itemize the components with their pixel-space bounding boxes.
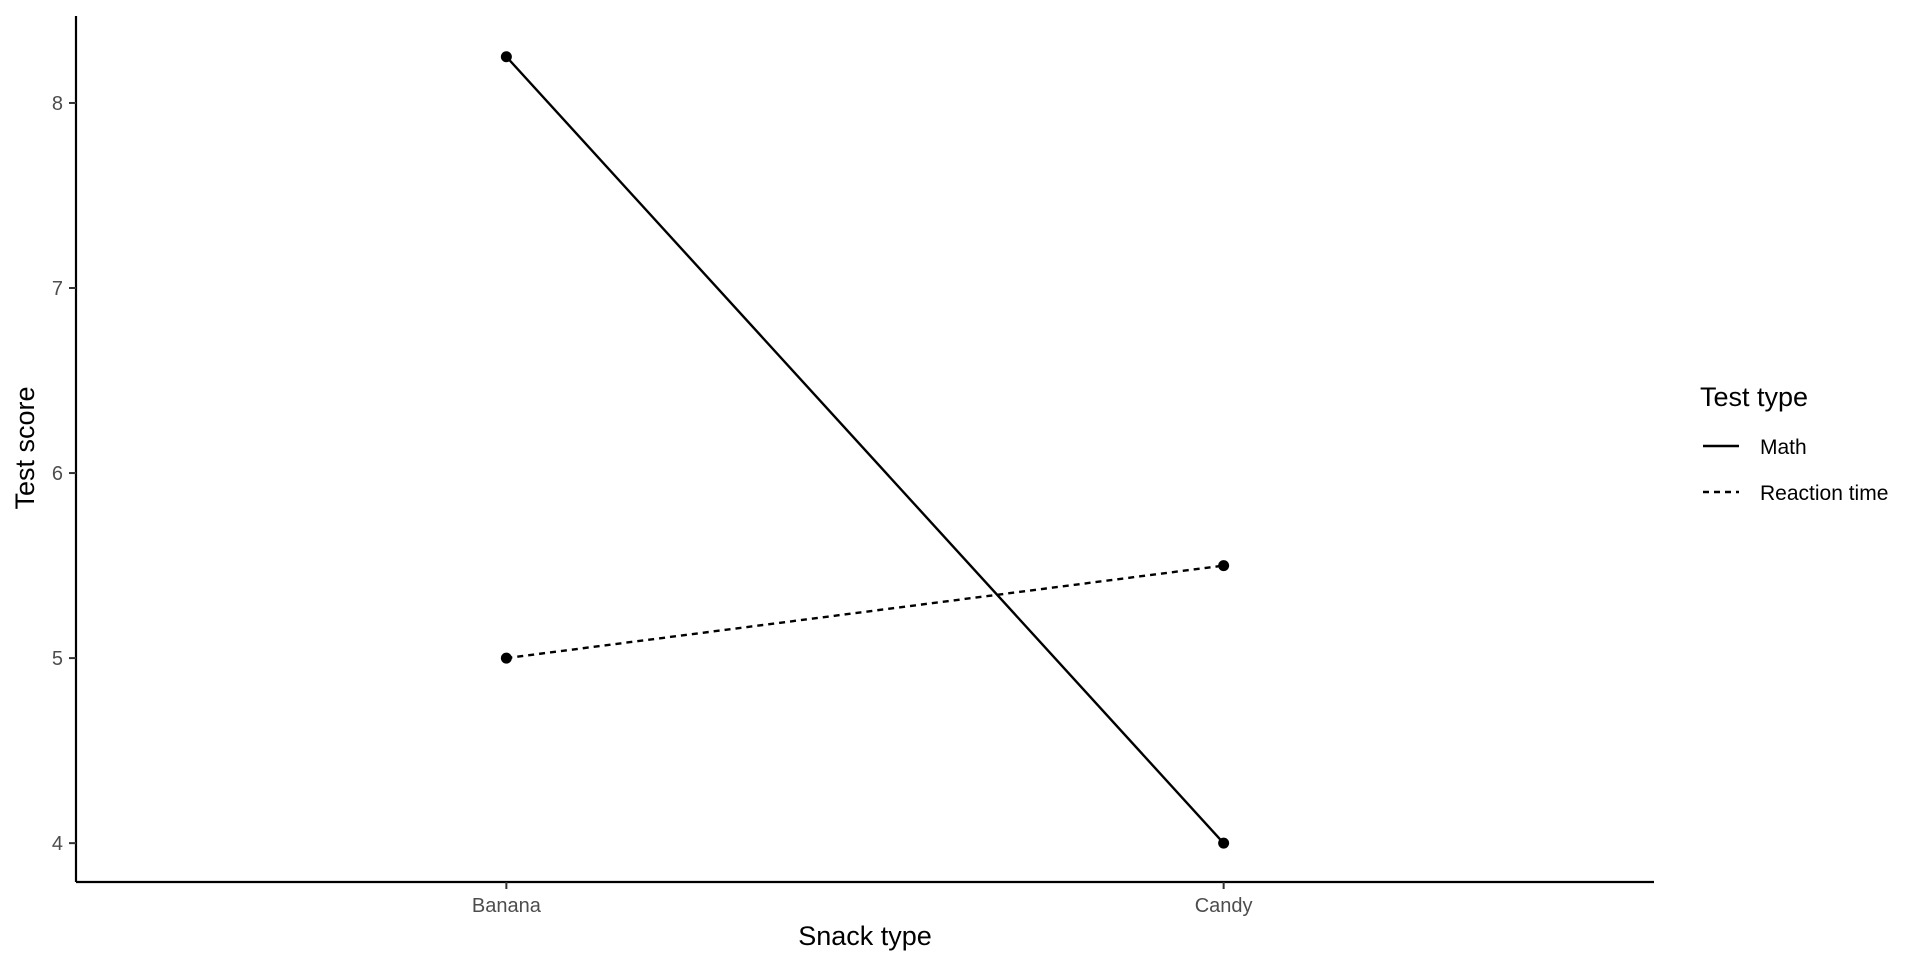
y-tick-label: 7 [52, 278, 63, 300]
x-tick-label: Banana [472, 895, 542, 917]
series-line [506, 564, 1224, 660]
series-layer [500, 51, 1230, 849]
data-point [500, 652, 512, 664]
legend-label: Math [1760, 436, 1807, 459]
y-axis-title: Test score [10, 386, 40, 509]
series-reaction-time [500, 560, 1230, 664]
y-tick-label: 5 [52, 648, 63, 670]
data-point [1218, 560, 1230, 572]
legend-title: Test type [1700, 382, 1808, 412]
y-tick-label: 8 [52, 93, 63, 115]
legend: Test type Math Reaction time [1700, 382, 1888, 505]
series-line [505, 55, 1225, 844]
axes: 4 5 6 7 8 Banana Candy [52, 16, 1654, 917]
y-tick-label: 4 [52, 833, 63, 855]
x-tick-label: Candy [1195, 895, 1253, 917]
legend-label: Reaction time [1760, 482, 1888, 505]
legend-items: Math Reaction time [1703, 436, 1888, 505]
y-tick-label: 6 [52, 463, 63, 485]
x-axis-title: Snack type [798, 921, 932, 951]
data-point [1218, 837, 1230, 849]
data-point [500, 51, 512, 63]
series-math [500, 51, 1230, 849]
